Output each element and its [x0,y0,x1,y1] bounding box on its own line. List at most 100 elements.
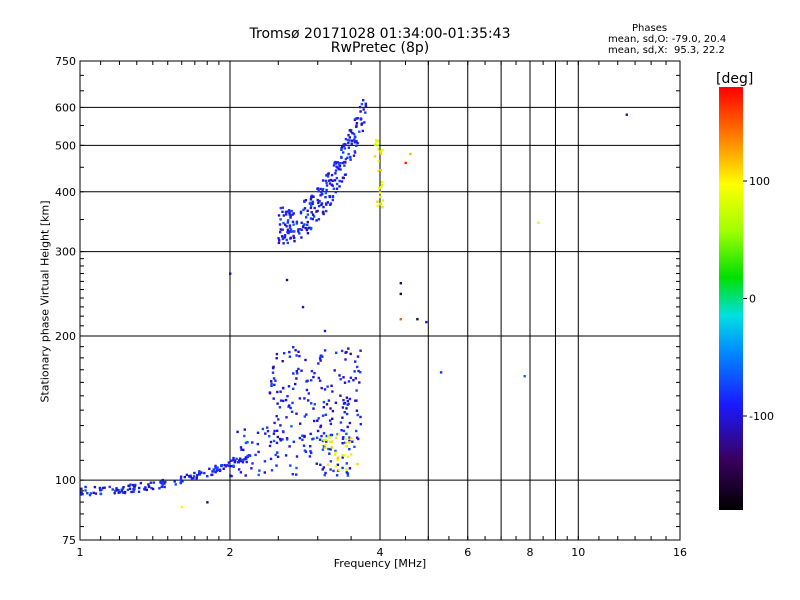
data-point [298,397,302,400]
data-point [179,475,183,478]
data-point [355,436,359,439]
data-point [113,492,116,495]
data-point [120,489,124,492]
data-point [152,481,155,484]
data-point [137,490,141,493]
data-point [321,414,325,417]
data-point [299,210,303,213]
data-point [313,403,316,406]
data-point [237,459,241,462]
data-point [244,456,248,459]
data-point [348,421,352,425]
data-point [192,476,195,480]
data-point [281,228,284,231]
data-point [237,468,241,471]
data-point [346,425,349,429]
data-point [302,444,306,447]
data-point [89,492,93,495]
data-point [360,123,363,126]
data-point [381,199,384,202]
data-point [355,409,359,412]
data-point [257,473,260,477]
data-point [283,352,286,355]
data-point [276,451,279,454]
data-point [320,354,323,357]
data-point [300,228,303,231]
data-point [292,223,295,226]
data-point [342,436,345,439]
data-point [355,139,358,143]
data-point [309,450,312,453]
data-point [353,136,357,139]
data-point [284,454,288,457]
data-point [379,150,383,153]
phases-x-stats: mean, sd,X: 95.3, 22.2 [608,45,725,56]
data-point [272,439,276,443]
data-point [380,183,384,187]
data-point [236,461,240,464]
data-point [116,488,119,492]
data-point [143,487,146,491]
data-point [327,399,331,402]
data-point [323,388,327,391]
x-tick-label: 1 [77,546,84,559]
data-point [173,480,176,483]
data-point [330,173,334,177]
data-point [317,190,320,193]
data-point [273,383,276,387]
data-point [344,358,347,361]
data-point [189,476,192,479]
data-point [276,435,279,439]
data-point [356,141,359,145]
data-point [348,439,351,443]
data-point [234,459,237,462]
data-point [180,505,184,509]
colorbar [719,87,743,510]
data-point [331,417,334,420]
data-point [94,492,98,495]
data-point [334,449,337,453]
data-point [293,230,296,233]
data-point [379,169,383,172]
data-point [338,164,342,168]
data-point [319,194,322,197]
data-point [301,434,304,437]
data-point [377,139,380,142]
data-point [305,216,308,219]
data-point [343,441,347,444]
data-point [279,424,282,427]
data-point [279,399,283,402]
data-point [381,206,384,209]
data-point [322,445,325,448]
data-point [329,407,332,410]
data-point [376,204,379,208]
data-point [301,225,305,229]
data-point [351,131,354,135]
data-point [311,213,315,216]
y-tick-label: 200 [55,330,76,343]
data-point [399,318,402,321]
data-point [160,485,164,488]
data-point [84,485,87,489]
data-point [325,403,329,406]
data-point [359,110,362,113]
data-point [329,203,332,206]
data-point [114,489,117,492]
data-point [226,464,229,467]
data-point [321,189,324,193]
data-point [286,219,290,222]
data-point [289,464,292,467]
data-point [292,372,295,375]
data-point [122,486,125,489]
data-point [284,398,288,402]
data-point [319,187,322,191]
x-tick-label: 16 [673,546,687,559]
data-point [232,464,235,467]
data-point [306,209,309,212]
data-point [181,480,184,483]
data-point [355,399,358,402]
data-point [336,166,339,169]
data-point [354,117,357,121]
data-point [332,164,336,167]
x-tick-label: 8 [527,546,534,559]
